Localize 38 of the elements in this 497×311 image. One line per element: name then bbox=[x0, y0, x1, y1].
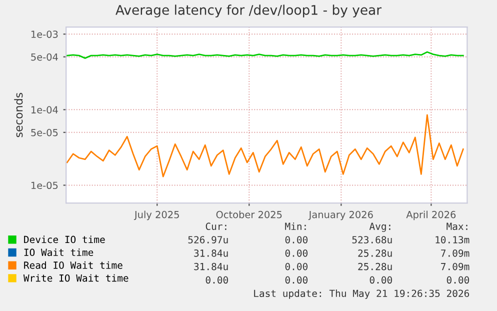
text: 0.00 bbox=[285, 236, 308, 244]
text: 31.84u bbox=[194, 262, 228, 270]
y-axis-title: seconds bbox=[14, 92, 23, 138]
line-series bbox=[66, 51, 464, 59]
text: 0.00 bbox=[285, 262, 308, 270]
text: 31.84u bbox=[194, 249, 228, 257]
y-tick-label: 1e-04 bbox=[31, 106, 58, 114]
legend-label: Read IO Wait time bbox=[24, 261, 122, 269]
text: 0.00 bbox=[285, 276, 308, 284]
text: 0.00 bbox=[446, 276, 470, 284]
x-tick-label: April 2026 bbox=[406, 210, 456, 220]
text: 0.00 bbox=[206, 276, 228, 284]
y-tick-label: 5e-05 bbox=[31, 128, 58, 136]
text: 0.00 bbox=[370, 276, 392, 284]
text: 25.28u bbox=[358, 249, 392, 257]
y-tick-label: 1e-05 bbox=[31, 182, 58, 190]
text: Cur: bbox=[206, 222, 226, 230]
text: 0.00 bbox=[285, 249, 308, 257]
x-tick-label: January 2026 bbox=[308, 210, 373, 220]
text: Max: bbox=[446, 222, 468, 230]
chart-title: Average latency for /dev/loop1 - by year bbox=[116, 4, 382, 18]
text: Avg: bbox=[369, 222, 390, 232]
text: 10.13m bbox=[436, 236, 470, 244]
y-tick-label: 1e-03 bbox=[31, 30, 58, 38]
text: 7.09m bbox=[441, 262, 470, 270]
line-series bbox=[66, 114, 464, 178]
text: 526.97u bbox=[188, 236, 228, 244]
text: Min: bbox=[285, 222, 306, 230]
y-tick-label: 5e-04 bbox=[31, 53, 58, 61]
legend-label: Write IO Wait time bbox=[23, 274, 128, 282]
x-tick-label: July 2025 bbox=[134, 210, 179, 220]
text: 25.28u bbox=[358, 262, 392, 270]
legend-label: Device IO time bbox=[24, 236, 105, 244]
text: 7.09m bbox=[441, 249, 470, 257]
text: Last update: Thu May 21 19:26:35 2026 bbox=[254, 290, 470, 299]
x-tick-label: October 2025 bbox=[216, 210, 282, 218]
legend-label: IO Wait time bbox=[24, 248, 94, 256]
text: 523.68u bbox=[352, 236, 392, 244]
